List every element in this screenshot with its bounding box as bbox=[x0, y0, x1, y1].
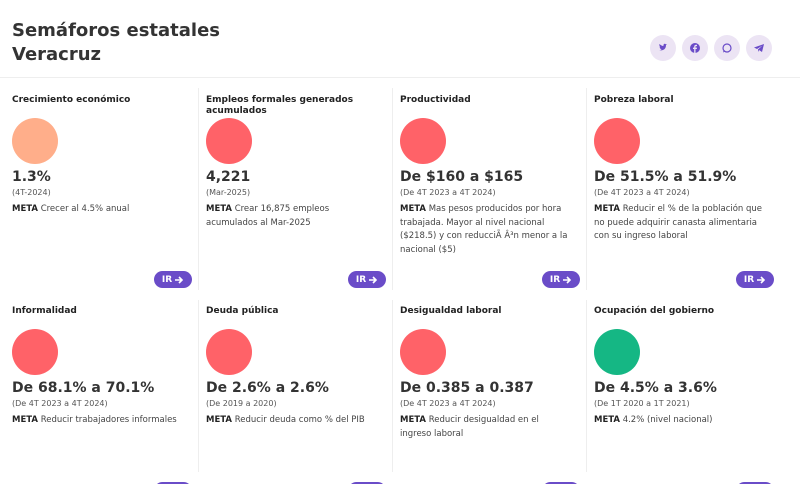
card-period: (4T-2024) bbox=[12, 188, 51, 197]
card-title: Informalidad bbox=[12, 306, 77, 316]
card-meta: META Reducir deuda como % del PIB bbox=[206, 414, 378, 428]
card-meta: META Crear 16,875 empleos acumulados al … bbox=[206, 203, 378, 230]
card-title: Productividad bbox=[400, 95, 471, 105]
ir-button[interactable]: IR bbox=[736, 271, 774, 288]
arrow-icon bbox=[369, 275, 378, 284]
meta-label: META bbox=[206, 204, 232, 214]
card-meta: META 4.2% (nivel nacional) bbox=[594, 414, 766, 428]
meta-text: Reducir deuda como % del PIB bbox=[234, 415, 365, 425]
facebook-button[interactable] bbox=[682, 35, 708, 61]
meta-text: Crecer al 4.5% anual bbox=[40, 204, 130, 214]
card-period: (De 4T 2023 a 4T 2024) bbox=[12, 399, 108, 408]
column-divider bbox=[198, 300, 199, 472]
card-title: Pobreza laboral bbox=[594, 95, 674, 105]
meta-label: META bbox=[400, 204, 426, 214]
meta-text: Reducir trabajadores informales bbox=[40, 415, 177, 425]
twitter-button[interactable] bbox=[650, 35, 676, 61]
meta-text: Crear 16,875 empleos acumulados al Mar-2… bbox=[206, 204, 330, 228]
card-meta: META Reducir el % de la población que no… bbox=[594, 203, 766, 244]
card-meta: META Mas pesos producidos por hora traba… bbox=[400, 203, 572, 257]
meta-text: Reducir desigualdad en el ingreso labora… bbox=[400, 415, 539, 439]
meta-label: META bbox=[12, 415, 38, 425]
status-light bbox=[206, 118, 252, 164]
arrow-icon bbox=[563, 275, 572, 284]
card-period: (Mar-2025) bbox=[206, 188, 251, 197]
meta-text: Mas pesos producidos por hora trabajada.… bbox=[400, 204, 568, 255]
card-period: (De 2019 a 2020) bbox=[206, 399, 277, 408]
arrow-icon bbox=[757, 275, 766, 284]
status-light bbox=[594, 329, 640, 375]
button-label: IR bbox=[161, 274, 173, 285]
ir-button[interactable]: IR bbox=[348, 482, 386, 484]
card-value: De 51.5% a 51.9% bbox=[594, 169, 737, 185]
card-meta: META Reducir desigualdad en el ingreso l… bbox=[400, 414, 572, 441]
column-divider bbox=[586, 88, 587, 290]
card-title: Empleos formales generados acumulados bbox=[206, 95, 354, 116]
button-label: IR bbox=[549, 274, 561, 285]
status-light bbox=[12, 329, 58, 375]
column-divider bbox=[392, 300, 393, 472]
page-subtitle: Veracruz bbox=[12, 44, 102, 65]
card-value: De 2.6% a 2.6% bbox=[206, 380, 329, 396]
card-value: 1.3% bbox=[12, 169, 51, 185]
button-label: IR bbox=[743, 274, 755, 285]
meta-text: Reducir el % de la población que no pued… bbox=[594, 204, 763, 241]
status-light bbox=[206, 329, 252, 375]
meta-label: META bbox=[12, 204, 38, 214]
ir-button[interactable]: IR bbox=[154, 482, 192, 484]
ir-button[interactable]: IR bbox=[542, 482, 580, 484]
ir-button[interactable]: IR bbox=[154, 271, 192, 288]
card-title: Deuda pública bbox=[206, 306, 279, 316]
status-light bbox=[594, 118, 640, 164]
column-divider bbox=[392, 88, 393, 290]
status-light bbox=[400, 118, 446, 164]
ir-button[interactable]: IR bbox=[736, 482, 774, 484]
card-value: De $160 a $165 bbox=[400, 169, 524, 185]
arrow-icon bbox=[175, 275, 184, 284]
meta-label: META bbox=[400, 415, 426, 425]
card-value: 4,221 bbox=[206, 169, 251, 185]
whatsapp-button[interactable] bbox=[714, 35, 740, 61]
header-divider bbox=[0, 77, 800, 78]
meta-text: 4.2% (nivel nacional) bbox=[622, 415, 713, 425]
card-period: (De 1T 2020 a 1T 2021) bbox=[594, 399, 690, 408]
button-label: IR bbox=[355, 274, 367, 285]
ir-button[interactable]: IR bbox=[542, 271, 580, 288]
card-value: De 68.1% a 70.1% bbox=[12, 380, 155, 396]
status-light bbox=[400, 329, 446, 375]
telegram-button[interactable] bbox=[746, 35, 772, 61]
status-light bbox=[12, 118, 58, 164]
card-title: Crecimiento económico bbox=[12, 95, 131, 105]
card-period: (De 4T 2023 a 4T 2024) bbox=[594, 188, 690, 197]
card-title: Ocupación del gobierno bbox=[594, 306, 715, 316]
card-meta: META Crecer al 4.5% anual bbox=[12, 203, 184, 217]
column-divider bbox=[198, 88, 199, 290]
meta-label: META bbox=[594, 204, 620, 214]
meta-label: META bbox=[206, 415, 232, 425]
card-value: De 4.5% a 3.6% bbox=[594, 380, 717, 396]
card-title: Desigualdad laboral bbox=[400, 306, 502, 316]
card-period: (De 4T 2023 a 4T 2024) bbox=[400, 399, 496, 408]
card-period: (De 4T 2023 a 4T 2024) bbox=[400, 188, 496, 197]
column-divider bbox=[586, 300, 587, 472]
page-title: Semáforos estatales bbox=[12, 20, 221, 41]
ir-button[interactable]: IR bbox=[348, 271, 386, 288]
card-value: De 0.385 a 0.387 bbox=[400, 380, 534, 396]
card-meta: META Reducir trabajadores informales bbox=[12, 414, 184, 428]
meta-label: META bbox=[594, 415, 620, 425]
